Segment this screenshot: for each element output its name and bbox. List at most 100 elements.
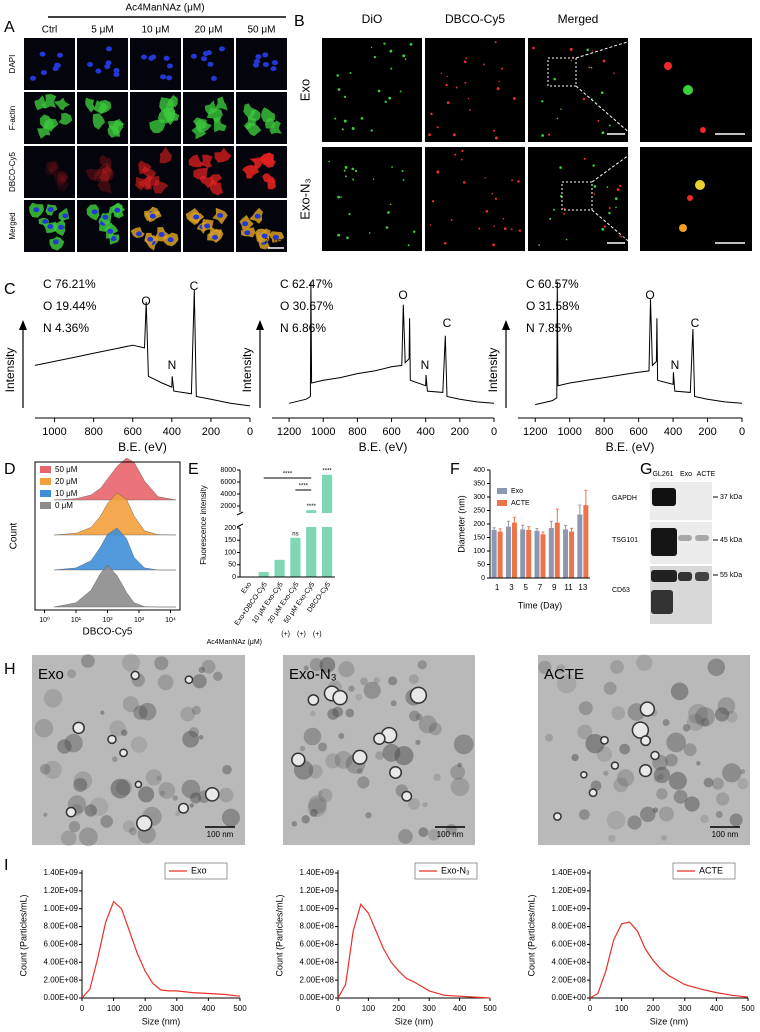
annotation: N 6.86% <box>280 321 326 335</box>
scale-bar-label: 10 μm <box>606 234 626 241</box>
significance: **** <box>307 504 317 510</box>
stain <box>740 769 746 775</box>
band <box>695 572 709 581</box>
nucleus <box>166 75 173 81</box>
y-tick-label: 8.00E+08 <box>300 922 335 931</box>
vesicle <box>454 153 457 156</box>
nucleus <box>210 75 217 81</box>
vesicle <box>462 181 466 184</box>
stain <box>299 745 306 752</box>
vesicle <box>332 689 348 706</box>
y-axis-label: Count (Particles/mL) <box>274 894 284 976</box>
arrow-head <box>502 320 510 330</box>
vesicle <box>360 117 364 120</box>
stain <box>450 764 466 780</box>
vesicle <box>494 41 497 44</box>
vesicle <box>591 50 594 52</box>
legend-label: ACTE <box>511 500 530 507</box>
stain <box>360 677 368 686</box>
x-tick-label: 200 <box>202 426 220 438</box>
bar <box>563 529 569 578</box>
nucleus <box>218 46 225 52</box>
nucleus <box>106 46 113 52</box>
x-tick-label: 500 <box>483 1004 497 1013</box>
stain <box>191 705 201 715</box>
stain <box>714 707 730 722</box>
vesicle <box>428 133 431 137</box>
legend-swatch <box>40 502 51 509</box>
vesicle <box>337 88 341 91</box>
legend-label: 50 μM <box>55 465 78 474</box>
vesicle <box>443 242 447 245</box>
stain <box>656 788 668 800</box>
stain <box>707 658 726 677</box>
y-tick-label: 100 <box>473 548 485 555</box>
stain <box>657 773 664 780</box>
vesicle <box>344 165 348 169</box>
significance: **** <box>283 472 293 478</box>
stain <box>309 657 324 672</box>
y-axis-label: Intensity <box>486 348 500 393</box>
x-tick-label: 13 <box>578 583 587 592</box>
vesicle <box>430 112 433 116</box>
vesicle <box>370 46 373 49</box>
stain <box>301 815 310 824</box>
stain <box>700 814 709 824</box>
lane-label: Exo <box>680 471 692 478</box>
x-tick-label: 10⁰ <box>39 616 50 624</box>
stain <box>39 763 51 775</box>
stain <box>73 778 88 792</box>
nucleus <box>40 70 47 76</box>
y-axis-label: Fluorescence intensity <box>199 485 208 565</box>
vesicle <box>492 243 495 247</box>
stain <box>57 739 72 754</box>
y-tick-label: 1.40E+09 <box>552 868 587 877</box>
column-label: 20 μM <box>195 25 223 36</box>
legend-box <box>672 862 736 880</box>
vesicle <box>541 134 544 137</box>
image-label: ACTE <box>544 666 584 683</box>
treatment-mark: (+) <box>297 631 306 638</box>
y-tick-label: 6.00E+08 <box>44 940 79 949</box>
vesicle <box>484 177 486 179</box>
zoom-line <box>575 85 641 143</box>
stain <box>453 734 474 755</box>
stain <box>363 681 381 699</box>
stain <box>130 736 148 753</box>
vesicle <box>599 735 609 745</box>
axis-break <box>237 513 335 527</box>
vesicle <box>136 815 153 832</box>
marker-label: 55 kDa <box>720 572 742 579</box>
category-label: Exo <box>240 581 253 595</box>
vesicle <box>463 60 467 64</box>
vesicle <box>687 195 693 201</box>
stain <box>158 782 176 799</box>
stain <box>201 659 216 674</box>
x-tick-label: 600 <box>629 426 647 438</box>
vesicle <box>368 232 371 234</box>
y-axis-label: Count <box>9 522 20 549</box>
band <box>651 528 677 556</box>
vesicle <box>590 66 593 69</box>
vesicle <box>65 806 77 818</box>
stain <box>122 820 136 833</box>
y-tick-label: 4.00E+08 <box>552 957 587 966</box>
nucleus <box>261 233 268 239</box>
vesicle <box>580 771 588 779</box>
row-label: Merged <box>8 212 17 239</box>
vesicle <box>493 225 496 227</box>
stain <box>373 677 380 684</box>
vesicle <box>586 48 590 52</box>
vesicle <box>373 732 386 746</box>
vesicle <box>291 752 306 767</box>
stain <box>390 700 397 707</box>
stain <box>308 764 323 779</box>
vesicle <box>349 71 352 74</box>
nucleus <box>163 55 170 61</box>
spectrum <box>535 281 743 406</box>
nucleus <box>58 224 65 230</box>
x-tick-label: 1200 <box>523 426 547 438</box>
cell <box>198 154 213 168</box>
vesicle <box>436 126 439 129</box>
stain <box>715 792 730 806</box>
